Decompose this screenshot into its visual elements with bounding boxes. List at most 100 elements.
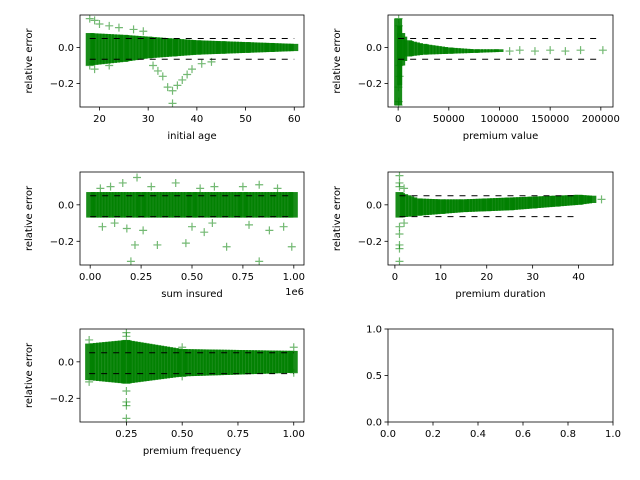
x-tick-label: 0.75 <box>232 272 254 283</box>
error-band <box>285 43 291 52</box>
error-band <box>96 192 102 218</box>
y-tick-label: −0.2 <box>358 237 382 248</box>
plot-area <box>395 172 606 265</box>
data-point <box>289 368 298 377</box>
data-point <box>188 222 196 231</box>
error-band <box>518 197 524 210</box>
error-band <box>524 196 530 209</box>
error-band <box>225 192 231 218</box>
error-band <box>195 192 201 218</box>
data-point <box>273 184 282 193</box>
data-point <box>289 343 298 352</box>
error-band <box>397 25 403 86</box>
error-band <box>177 192 183 218</box>
data-point <box>90 65 99 74</box>
error-band <box>264 192 270 218</box>
error-band <box>108 341 114 383</box>
data-point <box>394 101 403 107</box>
error-band <box>153 344 159 380</box>
error-band <box>417 43 423 56</box>
error-band <box>240 41 246 53</box>
data-point <box>122 224 131 233</box>
error-band <box>472 198 478 212</box>
data-point <box>147 182 156 191</box>
error-band <box>435 199 441 215</box>
error-band <box>102 342 108 382</box>
error-band <box>444 199 450 214</box>
subplot-4: 0 10 20 30 40 0.0 −0.2 premium duration relative… <box>332 171 614 300</box>
error-band <box>561 195 567 206</box>
data-point <box>171 178 180 187</box>
error-band <box>573 194 579 206</box>
error-band <box>213 192 219 218</box>
x-tick-label: 1.00 <box>283 429 305 440</box>
data-point <box>208 219 217 228</box>
error-band <box>99 192 105 218</box>
error-band <box>99 342 105 382</box>
x-tick-label: 60 <box>288 114 301 125</box>
error-band <box>179 39 185 56</box>
error-band <box>201 192 207 218</box>
error-band <box>261 350 267 374</box>
data-point <box>105 21 114 30</box>
plot-area <box>86 173 298 265</box>
error-band <box>231 192 237 218</box>
error-band <box>285 350 291 373</box>
error-band <box>85 343 94 381</box>
error-band <box>192 40 201 55</box>
x-tick-label: 0.0 <box>380 429 396 440</box>
data-point <box>158 72 167 81</box>
error-band <box>273 350 279 374</box>
error-band <box>170 347 176 378</box>
error-band <box>198 192 204 218</box>
error-band <box>246 350 252 375</box>
error-band <box>418 198 424 216</box>
error-band <box>270 43 276 52</box>
x-tick-label: 50 <box>239 114 252 125</box>
error-band <box>221 349 227 376</box>
error-band <box>212 349 218 376</box>
error-band <box>482 198 491 212</box>
error-band <box>239 350 245 375</box>
data-point <box>130 240 139 249</box>
error-band <box>588 195 597 203</box>
error-band <box>246 192 252 218</box>
error-band <box>421 198 427 216</box>
data-point <box>178 343 187 352</box>
error-band <box>105 192 111 218</box>
error-band <box>587 195 593 204</box>
error-band <box>462 48 468 54</box>
data-point <box>85 335 94 344</box>
data-point <box>126 257 135 265</box>
error-band <box>188 39 194 56</box>
error-band <box>236 41 242 54</box>
x-tick-label: 150000 <box>531 114 569 125</box>
data-point <box>96 184 105 193</box>
data-point <box>95 20 104 29</box>
x-tick-label: 10 <box>434 272 447 283</box>
error-band <box>215 41 221 54</box>
error-band <box>241 42 250 53</box>
error-band <box>159 345 165 380</box>
error-band <box>551 195 560 207</box>
error-band <box>475 198 481 212</box>
y-tick-label: 0.0 <box>58 200 74 211</box>
error-band <box>412 197 418 217</box>
error-band <box>191 349 197 377</box>
error-band <box>197 40 203 55</box>
y-axis-label: relative error <box>332 28 343 94</box>
data-point <box>530 47 539 56</box>
x-tick-label: 30 <box>526 272 539 283</box>
error-band <box>227 41 233 54</box>
error-band <box>148 36 154 59</box>
data-point <box>395 182 404 191</box>
error-band <box>489 198 495 211</box>
error-band <box>156 192 162 218</box>
error-band <box>124 35 130 62</box>
error-band <box>230 41 236 54</box>
x-offset-label: 1e6 <box>285 287 304 298</box>
error-band <box>282 350 288 374</box>
y-tick-label: 0.0 <box>366 418 382 429</box>
error-band <box>129 340 135 383</box>
